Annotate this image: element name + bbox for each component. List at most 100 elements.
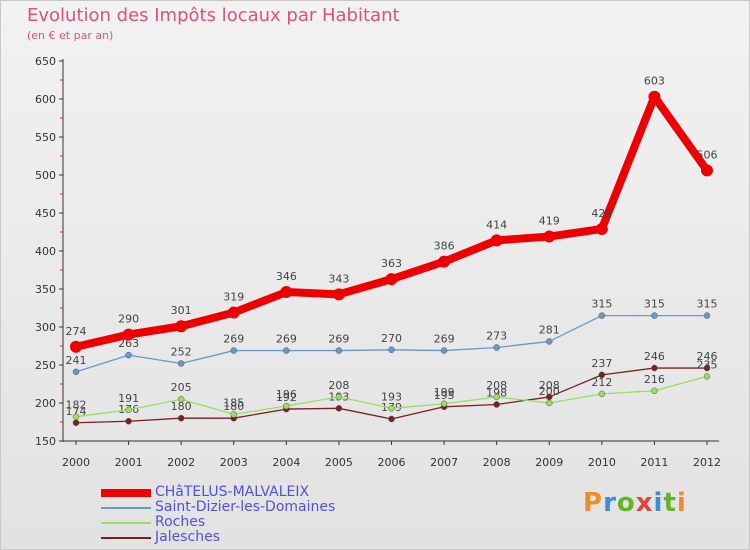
data-point: [440, 400, 448, 408]
data-point: [335, 405, 343, 412]
data-label: 195: [434, 389, 455, 402]
data-label: 180: [171, 400, 192, 413]
data-point: [493, 344, 500, 351]
data-point: [280, 286, 293, 299]
data-label: 506: [697, 148, 718, 161]
logo-letter: i: [653, 488, 664, 518]
data-label: 185: [223, 396, 244, 409]
data-label: 208: [328, 379, 349, 392]
logo-letter: t: [663, 488, 677, 518]
data-label: 363: [381, 257, 402, 270]
data-label: 343: [328, 272, 349, 285]
data-label: 270: [381, 332, 402, 345]
data-point: [703, 364, 711, 372]
data-point: [332, 288, 345, 301]
y-tick-label: 350: [35, 283, 56, 296]
data-point: [440, 347, 448, 354]
data-point: [388, 405, 395, 412]
legend-label: CHâTELUS-MALVALEIX: [155, 484, 310, 500]
data-label: 216: [644, 373, 665, 386]
data-label: 246: [697, 350, 718, 363]
data-label: 274: [66, 325, 87, 338]
data-label: 208: [486, 379, 507, 392]
x-tick-label: 2005: [325, 456, 353, 469]
x-tick-label: 2001: [115, 456, 143, 469]
data-label: 269: [276, 333, 297, 346]
data-label: 235: [697, 358, 718, 371]
data-label: 281: [539, 323, 560, 336]
data-label: 315: [697, 298, 718, 311]
x-tick-label: 2011: [640, 456, 668, 469]
y-tick-label: 450: [35, 207, 56, 220]
data-label: 174: [66, 405, 87, 418]
data-point: [703, 373, 711, 380]
data-point: [543, 230, 556, 243]
y-tick-label: 500: [35, 169, 56, 182]
data-point: [125, 417, 132, 425]
data-point: [651, 364, 658, 372]
data-point: [651, 312, 658, 319]
legend-swatch: [101, 489, 151, 497]
data-label: 315: [591, 298, 612, 311]
chart-title: Evolution des Impôts locaux par Habitant: [27, 5, 400, 26]
data-point: [388, 415, 395, 423]
x-tick-label: 2012: [693, 456, 721, 469]
data-point: [72, 413, 80, 420]
data-label: 273: [486, 330, 507, 343]
data-label: 198: [486, 387, 507, 400]
data-point: [546, 399, 553, 407]
data-label: 252: [171, 345, 192, 358]
data-point: [70, 340, 82, 353]
data-point: [227, 306, 240, 319]
data-point: [701, 164, 713, 177]
data-label: 429: [591, 207, 612, 220]
y-tick-label: 600: [35, 93, 56, 106]
data-label: 196: [276, 388, 297, 401]
data-label: 241: [66, 354, 87, 367]
data-label: 414: [486, 218, 507, 231]
data-point: [490, 234, 503, 247]
data-point: [72, 419, 80, 427]
data-point: [72, 368, 80, 376]
data-label: 269: [328, 333, 349, 346]
data-label: 205: [171, 381, 192, 394]
proxiti-logo: Proxiti: [583, 488, 687, 518]
data-label: 346: [276, 270, 297, 283]
data-point: [546, 338, 553, 345]
x-tick-label: 2004: [272, 456, 300, 469]
logo-letter: x: [635, 488, 654, 518]
data-point: [493, 393, 500, 401]
data-point: [703, 312, 711, 319]
data-point: [595, 222, 608, 235]
data-label: 237: [591, 357, 612, 370]
y-tick-label: 650: [35, 55, 56, 68]
legend-swatch: [101, 522, 151, 524]
y-tick-label: 250: [35, 359, 56, 372]
data-label: 319: [223, 291, 244, 304]
data-point: [125, 351, 132, 359]
data-point: [177, 360, 185, 367]
data-point: [648, 90, 661, 103]
data-label: 269: [434, 333, 455, 346]
legend-swatch: [101, 537, 151, 539]
data-label: 246: [644, 350, 665, 363]
data-point: [177, 414, 185, 422]
data-point: [651, 387, 658, 395]
logo-letter: o: [616, 488, 636, 518]
data-point: [122, 328, 135, 341]
data-label: 193: [381, 390, 402, 403]
x-tick-label: 2008: [483, 456, 511, 469]
x-tick-label: 2009: [535, 456, 563, 469]
x-tick-label: 2006: [378, 456, 406, 469]
data-point: [598, 390, 606, 398]
data-label: 182: [66, 399, 87, 412]
data-label: 269: [223, 333, 244, 346]
data-label: 263: [118, 337, 139, 350]
x-tick-label: 2007: [430, 456, 458, 469]
data-point: [335, 393, 343, 401]
data-label: 199: [434, 386, 455, 399]
y-tick-label: 200: [35, 397, 56, 410]
data-point: [598, 312, 606, 319]
data-point: [230, 347, 237, 354]
